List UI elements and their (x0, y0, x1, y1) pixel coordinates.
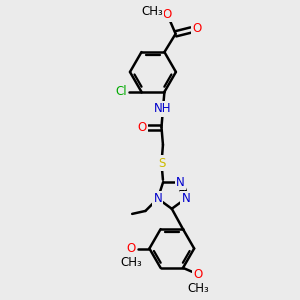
Text: NH: NH (154, 102, 172, 116)
Text: O: O (192, 22, 201, 35)
Text: O: O (194, 268, 203, 281)
Text: Cl: Cl (116, 85, 127, 98)
Text: N: N (153, 192, 162, 205)
Text: CH₃: CH₃ (120, 256, 142, 269)
Text: O: O (127, 242, 136, 255)
Text: S: S (158, 157, 165, 169)
Text: CH₃: CH₃ (188, 282, 209, 295)
Text: N: N (182, 192, 190, 205)
Text: N: N (176, 176, 185, 189)
Text: O: O (163, 8, 172, 21)
Text: O: O (138, 121, 147, 134)
Text: CH₃: CH₃ (141, 5, 163, 18)
